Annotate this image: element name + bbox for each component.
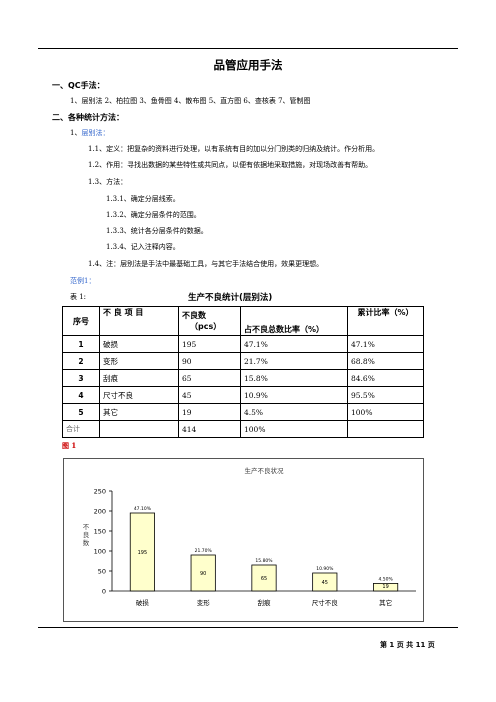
row-ratio: 15.8% bbox=[240, 369, 348, 387]
bar bbox=[373, 583, 399, 592]
note-text: 1.4、注：层别法是手法中最基础工具，与其它手法结合使用，效果更理想。 bbox=[88, 260, 324, 268]
defect-stats-table: 序号 不 良 项 目 不良数 （pcs） 占不良总数比率（%） 累计比率（%） … bbox=[62, 306, 424, 438]
header-rule bbox=[38, 48, 458, 49]
header-no: 序号 bbox=[62, 306, 100, 336]
row-cum: 100% bbox=[347, 403, 424, 421]
header-count: 不良数 （pcs） bbox=[178, 306, 241, 336]
section2-heading: 二、各种统计方法： bbox=[52, 113, 124, 122]
example-label: 范例1： bbox=[70, 277, 96, 285]
bar-percent-label: 47.10% bbox=[134, 506, 152, 512]
y-tick-label: 100 bbox=[94, 548, 106, 556]
bar-value-label: 90 bbox=[200, 571, 206, 577]
bar bbox=[251, 564, 277, 592]
page-number: 第 1 页 共 11 页 bbox=[380, 641, 435, 649]
row-count: 90 bbox=[178, 352, 241, 370]
row-ratio: 4.5% bbox=[240, 403, 348, 421]
purpose-text: 1.2、作用：寻找出数据的某些特性或共同点，以便有依据地采取措施，对现场改善有帮… bbox=[88, 161, 373, 169]
method-step: 1.3.3、统计各分层条件的数据。 bbox=[106, 227, 208, 235]
x-category-label: 刮痕 bbox=[258, 598, 272, 607]
y-axis-label: 良 bbox=[83, 530, 90, 539]
y-tick-label: 250 bbox=[94, 488, 106, 496]
method-step: 1.3.2、确定分层条件的范围。 bbox=[106, 211, 201, 219]
table-row: 2 变形 90 21.7% 68.8% bbox=[62, 352, 424, 370]
definition-text: 1.1、定义：把复杂的资料进行处理，以有系统有目的加以分门别类的归纳及统计。作分… bbox=[88, 145, 380, 153]
table-header-row: 序号 不 良 项 目 不良数 （pcs） 占不良总数比率（%） 累计比率（%） bbox=[62, 306, 424, 336]
row-item: 其它 bbox=[99, 403, 179, 421]
table-total-row: 合计 414 100% bbox=[62, 420, 424, 438]
qc-methods-list: 1、层别法 2、柏拉图 3、鱼骨图 4、散布图 5、直方图 6、查核表 7、管制… bbox=[70, 97, 311, 105]
row-cum: 95.5% bbox=[347, 386, 424, 404]
total-ratio: 100% bbox=[240, 420, 348, 438]
row-count: 45 bbox=[178, 386, 241, 404]
header-ratio: 占不良总数比率（%） bbox=[240, 306, 348, 336]
bar-percent-label: 15.80% bbox=[255, 558, 273, 564]
row-item: 尺寸不良 bbox=[99, 386, 179, 404]
row-no: 1 bbox=[62, 335, 100, 353]
table-title: 生产不良统计(层别法) bbox=[188, 293, 273, 303]
row-count: 65 bbox=[178, 369, 241, 387]
total-item-empty bbox=[99, 420, 179, 438]
section1-heading: 一、QC手法： bbox=[52, 81, 105, 90]
row-cum: 84.6% bbox=[347, 369, 424, 387]
x-category-label: 变形 bbox=[197, 598, 211, 607]
bar-value-label: 45 bbox=[322, 580, 328, 586]
bar-value-label: 195 bbox=[138, 550, 148, 556]
total-count: 414 bbox=[178, 420, 241, 438]
bar-percent-label: 10.90% bbox=[316, 566, 334, 572]
y-tick-label: 150 bbox=[94, 528, 106, 536]
row-no: 5 bbox=[62, 403, 100, 421]
bar-percent-label: 21.70% bbox=[195, 548, 213, 554]
figure-label: 图 1 bbox=[62, 441, 77, 450]
row-cum: 47.1% bbox=[347, 335, 424, 353]
method-step: 1.3.4、记入注释内容。 bbox=[106, 243, 180, 251]
row-item: 破损 bbox=[99, 335, 179, 353]
page-title: 品管应用手法 bbox=[213, 58, 283, 72]
header-count-line2: （pcs） bbox=[190, 322, 222, 331]
bar bbox=[129, 512, 155, 592]
table-row: 1 破损 195 47.1% 47.1% bbox=[62, 335, 424, 353]
bar-value-label: 19 bbox=[382, 584, 388, 590]
row-item: 刮痕 bbox=[99, 369, 179, 387]
table-row: 5 其它 19 4.5% 100% bbox=[62, 403, 424, 421]
row-item: 变形 bbox=[99, 352, 179, 370]
x-category-label: 尺寸不良 bbox=[312, 598, 339, 607]
y-tick-label: 50 bbox=[98, 568, 106, 576]
total-label: 合计 bbox=[62, 420, 100, 438]
total-cum bbox=[347, 420, 424, 438]
y-tick-label: 0 bbox=[102, 588, 106, 596]
row-no: 2 bbox=[62, 352, 100, 370]
header-cum: 累计比率（%） bbox=[347, 306, 424, 336]
x-category-label: 其它 bbox=[379, 598, 392, 607]
y-axis-label: 数 bbox=[83, 538, 90, 547]
bar-value-label: 65 bbox=[261, 576, 267, 582]
header-item: 不 良 项 目 bbox=[99, 306, 179, 336]
y-axis-label: 不 bbox=[83, 523, 90, 531]
bar bbox=[190, 554, 216, 592]
x-category-label: 破损 bbox=[136, 598, 150, 607]
header-count-line1: 不良数 bbox=[182, 311, 206, 320]
layering-subheading: 1、层别法： bbox=[70, 128, 109, 138]
chart-title: 生产不良状况 bbox=[245, 466, 285, 475]
bar-percent-label: 4.50% bbox=[378, 576, 393, 582]
method-text: 1.3、方法： bbox=[88, 178, 128, 186]
y-tick-label: 200 bbox=[94, 508, 106, 516]
method-step: 1.3.1、确定分层线索。 bbox=[106, 195, 180, 203]
layering-number: 1、 bbox=[70, 129, 82, 137]
row-ratio: 47.1% bbox=[240, 335, 348, 353]
row-cum: 68.8% bbox=[347, 352, 424, 370]
row-count: 19 bbox=[178, 403, 241, 421]
bar bbox=[312, 572, 338, 592]
row-ratio: 10.9% bbox=[240, 386, 348, 404]
bar-chart-frame: 生产不良状况 0 50 100 150 200 250 不良数 47.10% 195 破损 21.70… bbox=[63, 458, 424, 622]
row-no: 3 bbox=[62, 369, 100, 387]
layering-title: 层别法： bbox=[81, 129, 110, 137]
table-label: 表 1: bbox=[70, 293, 87, 301]
row-no: 4 bbox=[62, 386, 100, 404]
table-row: 3 刮痕 65 15.8% 84.6% bbox=[62, 369, 424, 387]
table-row: 4 尺寸不良 45 10.9% 95.5% bbox=[62, 386, 424, 404]
footer-rule bbox=[38, 627, 458, 628]
bar-chart: 生产不良状况 0 50 100 150 200 250 不良数 47.10% 195 破损 21.70… bbox=[83, 466, 416, 607]
row-count: 195 bbox=[178, 335, 241, 353]
row-ratio: 21.7% bbox=[240, 352, 348, 370]
